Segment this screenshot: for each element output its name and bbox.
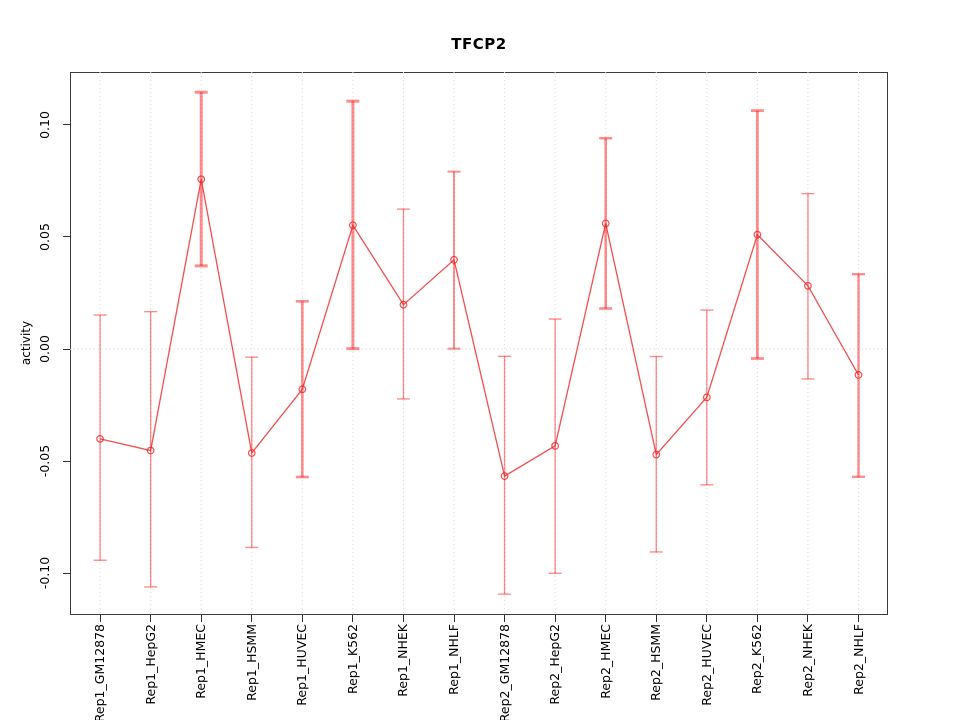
- x-tick-label-Rep2_HMEC: Rep2_HMEC: [597, 624, 613, 699]
- x-tick-label-Rep1_HepG2: Rep1_HepG2: [142, 624, 158, 705]
- data-point-marker: [247, 449, 256, 457]
- x-axis-tick: [200, 615, 202, 622]
- x-axis-tick: [554, 615, 556, 622]
- data-point-marker: [702, 393, 711, 402]
- data-point-marker: [804, 281, 812, 290]
- data-point-marker: [197, 175, 206, 184]
- activity-series-line: [99, 179, 860, 478]
- x-axis-tick: [453, 615, 455, 622]
- x-tick-label-Rep2_K562: Rep2_K562: [749, 624, 765, 695]
- x-axis-tick: [251, 615, 253, 622]
- x-axis-tick: [706, 615, 708, 622]
- y-tick-label: -0.10: [37, 557, 52, 590]
- data-point-marker: [349, 221, 357, 230]
- y-tick-label: -0.05: [37, 445, 52, 478]
- data-point-marker: [601, 219, 610, 228]
- x-tick-label-Rep2_NHEK: Rep2_NHEK: [799, 624, 815, 697]
- x-axis-tick: [352, 615, 354, 622]
- x-tick-label-Rep2_HUVEC: Rep2_HUVEC: [698, 624, 714, 706]
- x-axis-tick: [504, 615, 506, 622]
- x-tick-label-Rep1_K562: Rep1_K562: [344, 624, 360, 695]
- x-tick-label-Rep2_NHLF: Rep2_NHLF: [850, 624, 866, 695]
- x-axis-tick: [99, 615, 101, 622]
- x-axis-tick: [756, 615, 758, 622]
- x-axis-tick: [402, 615, 404, 622]
- x-axis-tick: [301, 615, 303, 622]
- x-axis-tick: [150, 615, 152, 622]
- x-tick-label-Rep1_NHEK: Rep1_NHEK: [395, 624, 411, 697]
- x-axis-tick: [858, 615, 859, 622]
- x-tick-label-Rep1_HUVEC: Rep1_HUVEC: [294, 624, 310, 706]
- x-tick-label-Rep1_HSMM: Rep1_HSMM: [243, 624, 259, 701]
- data-point-marker: [146, 446, 155, 455]
- data-point-marker: [96, 434, 104, 443]
- x-tick-label-Rep2_HSMM: Rep2_HSMM: [648, 624, 664, 701]
- x-axis-tick: [807, 615, 809, 622]
- y-axis-tick: [63, 124, 70, 126]
- y-tick-label: 0.10: [37, 110, 52, 139]
- x-axis-tick: [605, 615, 607, 622]
- y-axis-tick: [63, 348, 70, 350]
- data-point-marker: [500, 472, 509, 481]
- x-tick-label-Rep1_NHLF: Rep1_NHLF: [446, 624, 462, 695]
- data-point-marker: [399, 300, 408, 309]
- y-tick-label: 0.00: [37, 335, 52, 364]
- data-point-marker: [298, 385, 307, 394]
- x-axis-tick: [655, 615, 657, 622]
- x-tick-label-Rep2_GM12878: Rep2_GM12878: [496, 624, 512, 720]
- x-tick-label-Rep2_HepG2: Rep2_HepG2: [547, 624, 563, 705]
- data-point-marker: [652, 450, 661, 459]
- y-axis-tick: [63, 236, 70, 238]
- y-axis-tick: [63, 460, 70, 462]
- data-point-marker: [854, 371, 863, 379]
- x-tick-label-Rep1_GM12878: Rep1_GM12878: [92, 624, 108, 720]
- data-point-marker: [450, 255, 458, 264]
- y-axis-tick: [63, 572, 70, 574]
- data-point-marker: [551, 441, 560, 450]
- plot-border-box: [70, 72, 888, 615]
- chart-title: TFCP2: [451, 35, 507, 53]
- y-tick-label: 0.05: [37, 222, 52, 251]
- data-point-marker: [753, 230, 762, 239]
- x-tick-label-Rep1_HMEC: Rep1_HMEC: [193, 624, 209, 699]
